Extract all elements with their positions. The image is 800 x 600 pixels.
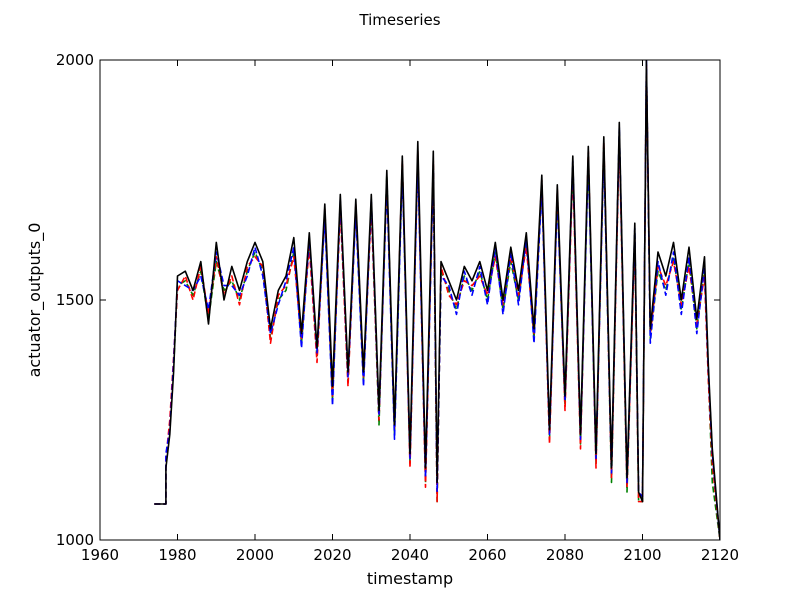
x-tick-label: 2000 bbox=[236, 546, 274, 564]
x-axis-title: timestamp bbox=[367, 569, 453, 588]
series-line-4 bbox=[154, 60, 720, 540]
chart-title: Timeseries bbox=[358, 11, 440, 29]
x-tick-label: 1960 bbox=[81, 546, 119, 564]
tick-layer: 1960 1980 2000 2020 2040 2060 2080 2100 2120 1000… bbox=[56, 51, 739, 564]
series-layer bbox=[154, 60, 720, 540]
x-tick-label: 2040 bbox=[391, 546, 429, 564]
y-axis-title: actuator_outputs_0 bbox=[25, 223, 45, 378]
x-tick-label: 2060 bbox=[468, 546, 506, 564]
x-tick-label: 2120 bbox=[701, 546, 739, 564]
y-tick-label: 1000 bbox=[56, 531, 94, 549]
x-tick-label: 2020 bbox=[313, 546, 351, 564]
x-tick-label: 2100 bbox=[623, 546, 661, 564]
x-tick-label: 2080 bbox=[546, 546, 584, 564]
y-tick-label: 2000 bbox=[56, 51, 94, 69]
x-tick-label: 1980 bbox=[158, 546, 196, 564]
y-tick-label: 1500 bbox=[56, 291, 94, 309]
